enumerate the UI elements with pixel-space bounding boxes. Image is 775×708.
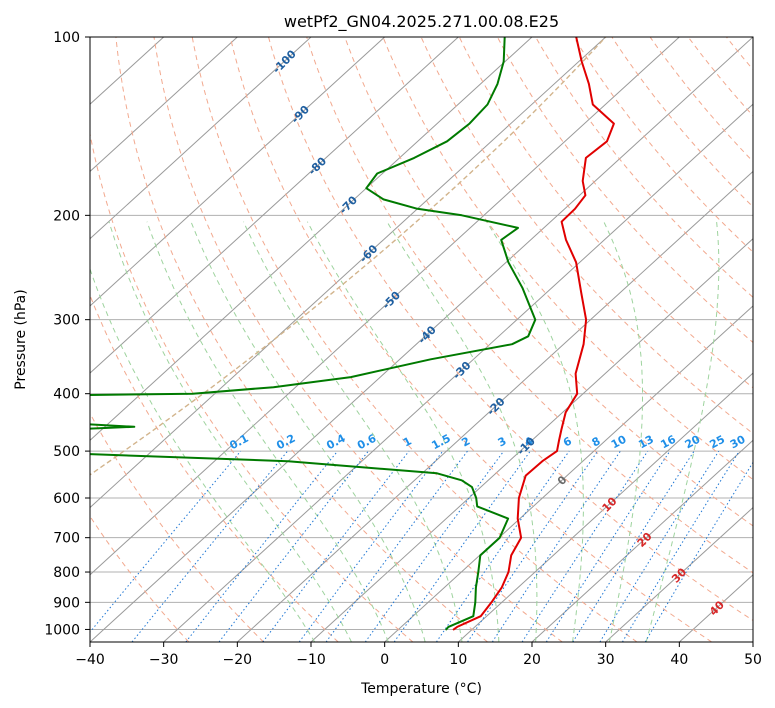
x-tick-label: 50 [744,652,762,668]
moist-adiabat-line [603,221,643,642]
y-tick-label: 300 [53,313,80,329]
mixing-ratio-line [599,450,720,642]
dewpoint-profile-line [90,37,537,631]
mixing-ratio-line [218,450,369,642]
mixing-ratio-line [467,450,599,642]
y-axis-title: Pressure (hPa) [13,289,29,389]
x-tick-label: −20 [223,652,253,668]
y-tick-label: 800 [53,565,80,581]
moist-adiabat-line [486,221,584,642]
mixing-ratio-label: 30 [728,433,748,452]
x-tick-label: −40 [75,652,105,668]
dry-adiabat-line [90,515,190,642]
moist-adiabat-line [90,267,316,642]
mixing-ratio-line [262,450,410,642]
isotherm-line [605,506,753,642]
chart-title: wetPf2_GN04.2025.271.00.08.E25 [284,12,559,32]
mixing-ratio-line [572,450,695,642]
x-tick-label: 0 [380,652,389,668]
temperature-profile-line [452,37,615,631]
dry-adiabat-line [573,37,753,253]
y-tick-label: 1000 [44,622,80,638]
isotherm-line [90,37,680,576]
x-tick-label: −10 [296,652,326,668]
mixing-ratio-line [185,450,338,642]
dry-adiabat-line [268,37,753,622]
mixing-ratio-line [131,450,288,642]
reference-curve [90,37,607,476]
y-tick-label: 200 [53,208,80,224]
x-tick-label: 10 [449,652,467,668]
x-tick-label: 40 [670,652,688,668]
mixing-ratio-label: 16 [658,433,678,452]
mixing-ratio-label: 20 [683,433,703,452]
y-tick-label: 400 [53,387,80,403]
moist-adiabat-line [243,221,463,642]
dry-adiabat-line [90,412,264,642]
y-tick-label: 100 [53,30,80,46]
isotherm-line [90,37,753,642]
dry-adiabat-line [649,37,753,163]
dry-adiabat-line [229,37,712,642]
dry-adiabat-line [90,131,414,642]
mixing-ratio-line [621,450,740,642]
isotherm-line [163,103,753,642]
y-tick-label: 500 [53,444,80,460]
moist-adiabat-line [146,221,389,642]
moist-adiabat-line [306,221,500,642]
y-tick-label: 600 [53,491,80,507]
y-tick-label: 700 [53,531,80,547]
mixing-ratio-label: 10 [609,433,629,452]
mixing-ratio-label: 13 [636,433,656,452]
plot-frame [89,36,754,643]
moist-adiabat-line [645,221,720,642]
x-tick-label: 30 [597,652,615,668]
axes: −40 −30 −20 −10 0 10 20 30 40 50 100 200 300 400 500 60… [44,30,762,668]
dry-adiabat-line [535,37,753,298]
dry-adiabat-line [115,37,488,642]
isotherm-line [90,37,386,307]
isotherm-line [531,439,753,642]
mixing-ratio-line [545,450,671,642]
isotherm-line [310,237,753,642]
isotherm-line [236,170,753,642]
isotherm-line [90,37,312,240]
dry-adiabat-line [382,37,753,481]
isotherm-line [457,372,753,642]
y-tick-label: 900 [53,595,80,611]
mixing-ratio-label: 25 [707,433,727,452]
isotherm-line [90,37,459,374]
moist-adiabat-line [190,221,426,642]
isotherm-line [90,37,533,442]
x-tick-label: −30 [149,652,179,668]
dry-adiabat-line [611,37,753,208]
x-tick-label: 20 [523,652,541,668]
mixing-ratio-line [644,461,753,642]
dry-adiabat-line [496,37,753,344]
mixing-ratio-line [90,450,242,633]
dry-adiabat-line [306,37,753,574]
isotherm-line [90,37,607,509]
mixing-ratio-line [364,450,505,642]
mixing-ratio-line [393,450,531,642]
dry-adiabat-line [153,37,563,642]
dry-adiabat-line [90,293,339,642]
dry-adiabat-line [191,37,638,642]
isotherm-line [90,37,238,173]
x-axis-title: Temperature (°C) [360,681,482,697]
moist-adiabat-line [386,221,538,642]
